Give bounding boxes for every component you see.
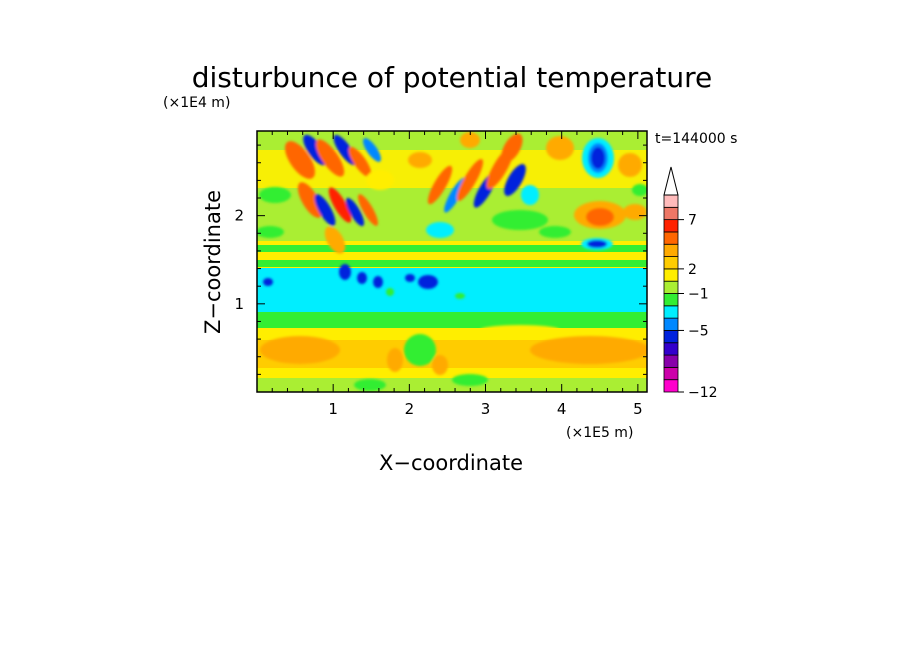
- x-tick-label: 3: [481, 400, 491, 418]
- colorbar-extend-arrow: [663, 166, 679, 196]
- band-yellow-bottom: [257, 368, 647, 380]
- left-wave-packet: [284, 134, 394, 254]
- y-unit-label: (×1E4 m): [163, 95, 230, 111]
- colorbar-swatch: [663, 379, 679, 393]
- x-unit-label: (×1E5 m): [566, 425, 633, 441]
- y-tick-label: 1: [234, 295, 244, 313]
- colorbar-swatch: [663, 268, 679, 282]
- x-tick-label: 4: [557, 400, 567, 418]
- x-tick-label: 2: [405, 400, 415, 418]
- colorbar-swatch: [663, 305, 679, 319]
- chart-title: disturbunce of potential temperature: [192, 61, 713, 94]
- heatmap-field: [257, 131, 647, 392]
- colorbar-label: −12: [688, 385, 718, 401]
- y-axis-label: Z−coordinate: [201, 190, 225, 334]
- colorbar-label: −5: [688, 323, 709, 339]
- band-cyan: [257, 268, 647, 316]
- time-label: t=144000 s: [655, 131, 737, 147]
- band-yellow-strip: [257, 252, 647, 260]
- colorbar-swatch: [663, 206, 679, 221]
- x-tick-label: 5: [633, 400, 643, 418]
- colorbar-swatch: [663, 293, 679, 307]
- cyan-layer-features: [263, 264, 465, 299]
- colorbar-swatch: [663, 317, 679, 331]
- colorbar-label: 2: [688, 262, 697, 278]
- colorbar-swatch: [663, 256, 679, 270]
- colorbar-swatch: [663, 231, 679, 245]
- colorbar-swatch: [663, 219, 679, 233]
- colorbar-label: 7: [688, 213, 697, 229]
- colorbar-swatch: [663, 330, 679, 344]
- colorbar-swatch: [663, 194, 679, 208]
- x-tick-label: 1: [328, 400, 338, 418]
- lower-features: [260, 325, 647, 391]
- x-axis-label: X−coordinate: [379, 451, 523, 475]
- colorbar-swatch: [663, 342, 679, 356]
- right-wave-packet: [408, 132, 539, 238]
- colorbar-swatch: [663, 280, 679, 294]
- upper-right-features: [257, 136, 647, 250]
- colorbar-label: −1: [688, 287, 709, 303]
- band-green-lower: [257, 312, 647, 328]
- colorbar: −12−5−127: [663, 166, 718, 401]
- colorbar-swatch: [663, 354, 679, 368]
- colorbar-swatch: [663, 243, 679, 257]
- axis-ticks: 1 2 3 4 5 1 2: [234, 131, 647, 418]
- band-green-bottom: [257, 378, 647, 392]
- colorbar-swatch: [663, 366, 679, 381]
- y-tick-label: 2: [234, 207, 244, 225]
- plot-frame: [256, 130, 648, 393]
